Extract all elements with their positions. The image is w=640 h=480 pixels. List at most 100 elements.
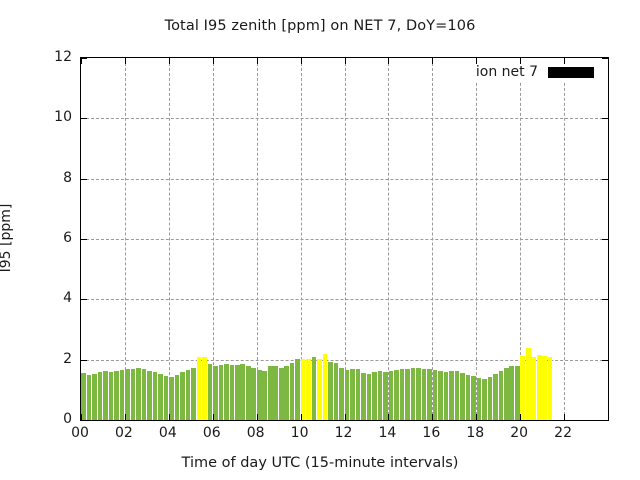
y-axis-tick	[81, 420, 87, 421]
bar	[344, 369, 350, 420]
y-axis-tick-label: 0	[63, 411, 72, 427]
y-axis-tick-right	[602, 58, 608, 59]
bar	[366, 373, 372, 420]
x-axis-tick	[212, 414, 214, 420]
gridline-vertical	[344, 58, 346, 420]
x-axis-tick-top	[300, 58, 302, 64]
bar	[482, 378, 487, 420]
bar	[421, 368, 427, 420]
x-axis-tick-label: 08	[246, 425, 265, 441]
x-axis-tick-top	[476, 58, 478, 64]
x-axis-tick-label: 06	[202, 425, 221, 441]
bar	[185, 369, 191, 420]
bar	[251, 368, 257, 420]
bar	[114, 370, 119, 420]
bar	[240, 363, 246, 420]
bar	[141, 368, 147, 420]
y-axis-tick-right	[602, 299, 608, 301]
bar	[169, 376, 174, 420]
chart-title: Total I95 zenith [ppm] on NET 7, DoY=106	[164, 18, 476, 34]
bar	[174, 374, 180, 420]
bar	[503, 367, 509, 420]
bar	[180, 372, 185, 420]
bar	[136, 368, 141, 420]
x-axis-tick	[520, 414, 522, 420]
x-axis-label: Time of day UTC (15-minute intervals)	[181, 455, 459, 471]
bar	[103, 371, 108, 420]
bar	[416, 368, 421, 420]
bar	[542, 356, 547, 420]
gridline-vertical	[256, 58, 258, 420]
bar	[213, 365, 218, 420]
bar	[108, 371, 114, 420]
x-axis-tick-top	[81, 58, 82, 64]
x-axis-tick	[300, 414, 302, 420]
bar	[267, 366, 273, 420]
bar	[454, 371, 460, 420]
x-axis-tick	[124, 414, 126, 420]
bar	[273, 365, 278, 420]
bar	[438, 371, 443, 420]
y-axis-tick-label: 8	[63, 169, 72, 186]
bar	[125, 368, 130, 420]
bar	[531, 356, 537, 420]
bar	[196, 357, 202, 420]
x-axis-tick-label: 18	[466, 425, 485, 441]
bar	[86, 374, 92, 420]
legend-entry-label: ion net 7	[475, 64, 538, 80]
bar	[460, 372, 465, 420]
y-axis-tick-labels: 0 2 4 6 8 10 12	[0, 0, 72, 480]
bar	[432, 369, 438, 420]
x-axis-tick-label: 00	[71, 425, 89, 441]
y-axis-tick	[81, 359, 87, 361]
bar	[202, 356, 207, 420]
x-axis-tick-label: 12	[334, 425, 353, 441]
x-axis-tick-label: 16	[422, 425, 441, 441]
x-axis-tick-top	[124, 58, 126, 64]
gridline-vertical	[432, 58, 434, 420]
bar	[235, 365, 240, 420]
bar	[245, 365, 251, 420]
x-axis-tick-label: 14	[378, 425, 397, 441]
bar	[262, 370, 268, 420]
bar	[405, 368, 410, 420]
x-axis-tick-top	[212, 58, 214, 64]
bar	[372, 371, 377, 420]
x-axis-tick	[256, 414, 258, 420]
bar	[547, 356, 553, 420]
bar	[399, 369, 405, 420]
y-axis-tick	[81, 58, 87, 59]
gridline-vertical	[476, 58, 478, 420]
bar	[163, 375, 169, 420]
x-axis-tick-top	[388, 58, 390, 64]
legend-swatch-icon	[548, 66, 594, 78]
y-axis-tick-label: 6	[63, 230, 72, 246]
y-axis-tick	[81, 299, 87, 301]
bar	[295, 359, 300, 420]
x-axis-tick-top	[520, 58, 522, 64]
bar	[377, 371, 383, 420]
bar	[152, 372, 158, 420]
bar	[97, 372, 103, 420]
bar	[410, 367, 416, 420]
y-axis-tick-label: 2	[63, 350, 72, 367]
x-axis-tick-label: 04	[158, 425, 177, 441]
bar	[339, 368, 344, 420]
x-axis-tick	[344, 414, 346, 420]
bar	[317, 359, 322, 420]
gridline-vertical	[212, 58, 214, 420]
y-axis-tick-label: 4	[63, 290, 72, 307]
x-axis-tick	[168, 414, 170, 420]
bar	[333, 362, 339, 420]
bar	[229, 364, 235, 420]
bar	[284, 366, 289, 420]
gridline-vertical	[168, 58, 170, 420]
bar	[427, 369, 432, 420]
plot-area: ion net 7	[80, 57, 609, 421]
y-axis-label: I95 [ppm]	[0, 203, 14, 273]
bar	[514, 365, 520, 420]
gridline-vertical	[124, 58, 126, 420]
bar	[119, 369, 125, 420]
bar	[306, 359, 311, 420]
